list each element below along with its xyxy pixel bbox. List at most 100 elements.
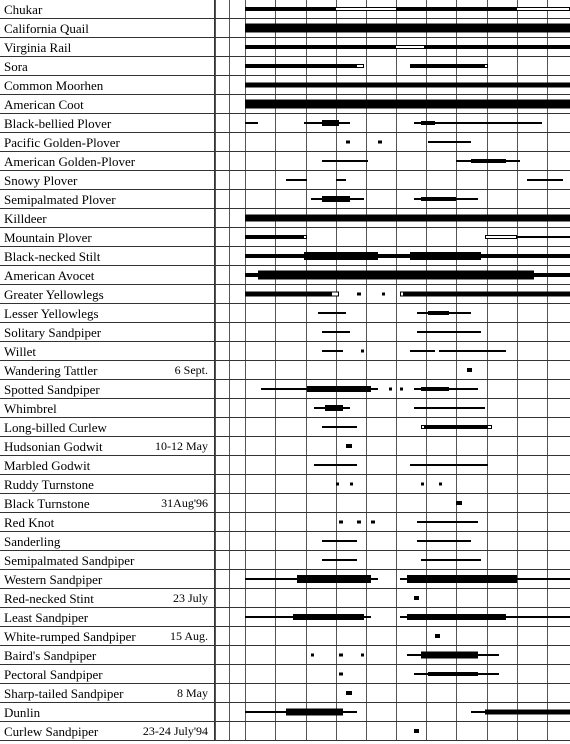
- species-name: Ruddy Turnstone: [4, 475, 94, 493]
- grid-line: [487, 589, 488, 607]
- occurrence-bar: [314, 464, 357, 466]
- grid-line: [547, 57, 548, 75]
- grid-line: [245, 437, 246, 455]
- occurrence-dot: [435, 634, 440, 638]
- grid-line: [517, 589, 518, 607]
- occurrence-bar: [414, 407, 485, 409]
- grid-line: [215, 627, 216, 645]
- table-row: Pectoral Sandpiper: [0, 665, 570, 684]
- grid-line: [306, 513, 307, 531]
- grid-line: [306, 722, 307, 740]
- timeline-cell: [215, 266, 570, 284]
- grid-line: [517, 532, 518, 550]
- species-name: Dunlin: [4, 703, 40, 721]
- grid-line: [215, 684, 216, 702]
- grid-line: [306, 342, 307, 360]
- occurrence-dot: [389, 388, 393, 391]
- grid-line: [275, 513, 276, 531]
- species-label: Snowy Plover: [0, 171, 215, 189]
- grid-line: [336, 437, 337, 455]
- grid-line: [306, 532, 307, 550]
- grid-line: [215, 399, 216, 417]
- grid-line: [306, 627, 307, 645]
- grid-line: [245, 513, 246, 531]
- grid-line: [396, 684, 397, 702]
- grid-line: [229, 19, 230, 37]
- grid-line: [426, 437, 427, 455]
- species-name: American Avocet: [4, 266, 94, 284]
- grid-line: [275, 722, 276, 740]
- grid-line: [229, 171, 230, 189]
- grid-line: [456, 228, 457, 246]
- grid-line: [366, 437, 367, 455]
- table-row: Spotted Sandpiper: [0, 380, 570, 399]
- grid-line: [229, 152, 230, 170]
- grid-line: [517, 304, 518, 322]
- grid-line: [517, 342, 518, 360]
- grid-line: [456, 627, 457, 645]
- grid-line: [245, 722, 246, 740]
- grid-line: [306, 551, 307, 569]
- grid-line: [306, 190, 307, 208]
- species-label: Pacific Golden-Plover: [0, 133, 215, 151]
- species-name: Sharp-tailed Sandpiper: [4, 684, 124, 702]
- grid-line: [547, 627, 548, 645]
- grid-line: [229, 38, 230, 56]
- grid-line: [547, 589, 548, 607]
- grid-line: [366, 190, 367, 208]
- species-name: Black-necked Stilt: [4, 247, 100, 265]
- table-row: Western Sandpiper: [0, 570, 570, 589]
- species-label: Curlew Sandpiper23-24 July'94: [0, 722, 215, 740]
- grid-line: [517, 171, 518, 189]
- grid-line: [215, 456, 216, 474]
- occurrence-bar: [322, 350, 343, 352]
- occurrence-bar: [421, 197, 457, 201]
- table-row: Wandering Tattler6 Sept.: [0, 361, 570, 380]
- grid-line: [229, 665, 230, 683]
- occurrence-bar: [396, 8, 517, 10]
- timeline-cell: [215, 665, 570, 683]
- timeline-cell: [215, 19, 570, 37]
- grid-line: [229, 589, 230, 607]
- grid-line: [336, 494, 337, 512]
- grid-line: [229, 266, 230, 284]
- grid-line: [245, 342, 246, 360]
- timeline-cell: [215, 342, 570, 360]
- grid-line: [215, 532, 216, 550]
- grid-line: [366, 456, 367, 474]
- grid-line: [396, 399, 397, 417]
- species-label: Solitary Sandpiper: [0, 323, 215, 341]
- occurrence-dot: [400, 388, 404, 391]
- occurrence-bar: [428, 672, 478, 676]
- grid-line: [275, 114, 276, 132]
- grid-line: [366, 228, 367, 246]
- grid-line: [517, 684, 518, 702]
- grid-line: [275, 665, 276, 683]
- grid-line: [366, 133, 367, 151]
- grid-line: [366, 475, 367, 493]
- grid-line: [487, 133, 488, 151]
- grid-line: [215, 475, 216, 493]
- grid-line: [396, 190, 397, 208]
- grid-line: [426, 228, 427, 246]
- grid-line: [306, 646, 307, 664]
- grid-line: [487, 722, 488, 740]
- species-name: White-rumped Sandpiper: [4, 627, 136, 645]
- occurrence-bar: [286, 709, 343, 716]
- grid-line: [245, 589, 246, 607]
- grid-line: [396, 361, 397, 379]
- grid-line: [275, 304, 276, 322]
- occurrence-dot: [339, 654, 343, 657]
- occurrence-bar: [322, 426, 358, 428]
- occurrence-chart: ChukarCalifornia QuailVirginia RailSoraC…: [0, 0, 570, 741]
- grid-line: [396, 608, 397, 626]
- grid-line: [547, 304, 548, 322]
- grid-line: [275, 437, 276, 455]
- grid-line: [245, 494, 246, 512]
- timeline-cell: [215, 152, 570, 170]
- species-name: Spotted Sandpiper: [4, 380, 100, 398]
- grid-line: [517, 323, 518, 341]
- species-label: Common Moorhen: [0, 76, 215, 94]
- species-name: Hudsonian Godwit: [4, 437, 103, 455]
- grid-line: [547, 152, 548, 170]
